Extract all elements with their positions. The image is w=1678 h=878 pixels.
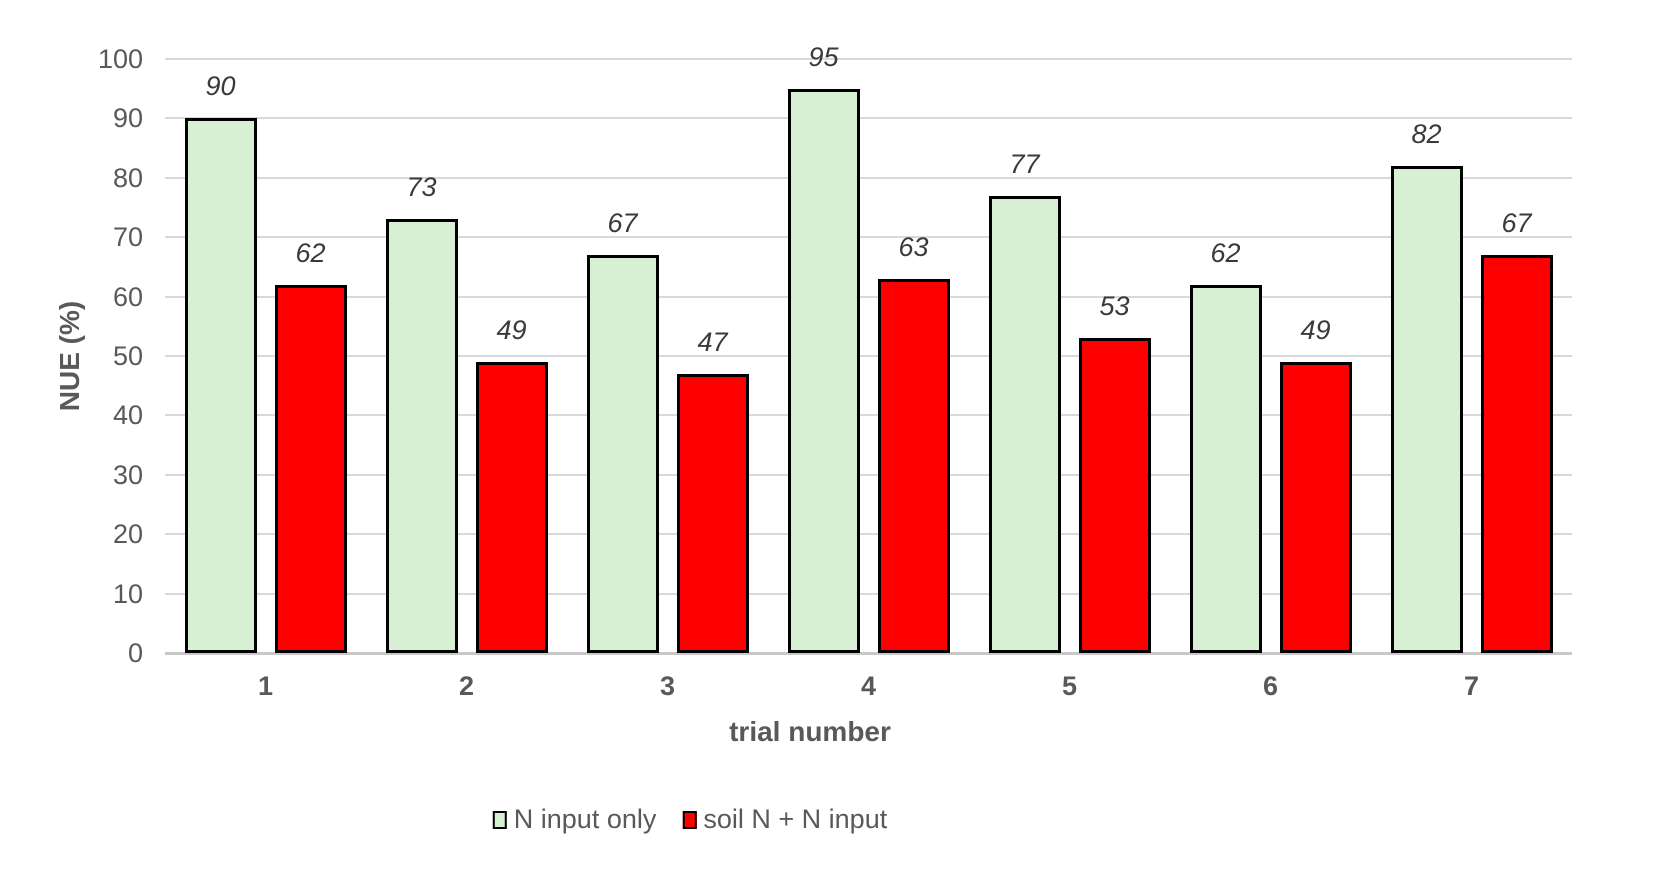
legend-item-series1: N input only — [492, 804, 657, 835]
x-tick-label: 4 — [860, 671, 877, 701]
gridline — [165, 533, 1572, 536]
bar-series2-trial4 — [877, 278, 950, 653]
y-tick-label: 30 — [112, 459, 143, 490]
gridline — [165, 295, 1572, 298]
gridline — [165, 355, 1572, 357]
gridline — [165, 58, 1572, 60]
legend-swatch-icon — [492, 810, 507, 829]
y-tick-label: 10 — [112, 578, 143, 609]
x-tick-label: 6 — [1262, 671, 1279, 701]
x-tick-label: 2 — [458, 671, 475, 701]
data-label: 47 — [697, 326, 728, 357]
x-axis-line — [165, 651, 1572, 655]
legend-swatch-icon — [682, 810, 697, 829]
bar-series1-trial1 — [184, 118, 257, 653]
data-label: 62 — [295, 237, 326, 268]
bar-series1-trial3 — [586, 255, 659, 653]
data-label: 77 — [1009, 148, 1040, 179]
bar-series2-trial3 — [676, 373, 749, 653]
gridline — [165, 176, 1572, 179]
x-tick-label: 1 — [257, 671, 274, 701]
gridline — [165, 473, 1572, 476]
y-tick-label: 20 — [112, 519, 143, 550]
y-tick-label: 40 — [112, 400, 143, 431]
data-label: 73 — [406, 172, 437, 203]
data-label: 90 — [205, 71, 236, 102]
y-tick-label: 80 — [112, 162, 143, 193]
bar-series1-trial4 — [787, 88, 860, 653]
legend-label: N input only — [513, 804, 657, 834]
bar-series1-trial6 — [1189, 284, 1262, 653]
data-label: 49 — [1300, 314, 1331, 345]
data-label: 67 — [1501, 208, 1532, 239]
gridline — [165, 592, 1572, 595]
data-label: 53 — [1099, 291, 1130, 322]
legend-item-series2: soil N + N input — [682, 804, 887, 835]
data-label: 95 — [808, 41, 839, 72]
bar-series2-trial7 — [1480, 255, 1553, 653]
data-label: 63 — [898, 231, 929, 262]
bar-series1-trial5 — [988, 195, 1061, 653]
bar-series2-trial2 — [475, 361, 548, 653]
bar-series1-trial7 — [1390, 165, 1463, 653]
data-label: 82 — [1411, 118, 1442, 149]
legend-label: soil N + N input — [703, 804, 888, 834]
y-tick-label: 0 — [127, 638, 143, 668]
gridline — [165, 414, 1572, 417]
bar-series1-trial2 — [385, 219, 458, 653]
y-tick-label: 60 — [112, 281, 143, 312]
y-tick-label: 100 — [97, 44, 143, 74]
bar-series2-trial6 — [1279, 361, 1352, 653]
x-tick-label: 3 — [659, 671, 676, 701]
y-tick-label: 70 — [112, 222, 143, 253]
data-label: 62 — [1210, 237, 1241, 268]
x-tick-label: 7 — [1463, 671, 1480, 701]
bar-series2-trial1 — [274, 284, 347, 653]
gridline — [165, 236, 1572, 239]
bar-series2-trial5 — [1078, 338, 1151, 653]
y-tick-label: 90 — [112, 103, 143, 134]
data-label: 67 — [607, 208, 638, 239]
gridline — [165, 117, 1572, 120]
y-tick-label: 50 — [112, 341, 143, 371]
data-label: 49 — [496, 314, 527, 345]
x-axis-title: trial number — [729, 716, 891, 747]
legend: N input only soil N + N input — [492, 804, 887, 835]
x-tick-label: 5 — [1061, 671, 1078, 701]
